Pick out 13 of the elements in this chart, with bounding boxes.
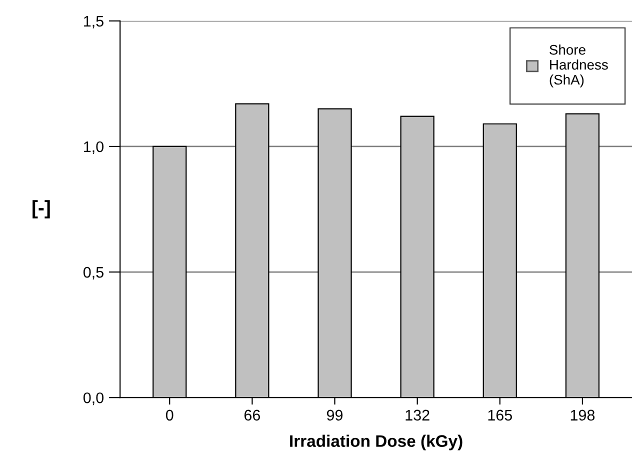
y-tick-label: 1,0	[84, 141, 104, 154]
x-tick-label: 132	[406, 410, 430, 421]
legend-label: Shore Hardness (ShA)	[550, 44, 608, 88]
x-tick-label: 66	[244, 410, 260, 421]
x-tick-label: 198	[570, 410, 595, 421]
y-axis-title: [-]	[32, 200, 50, 218]
x-tick-label: 165	[488, 410, 512, 421]
x-tick-label: 99	[326, 410, 343, 421]
x-tick-label: 0	[166, 410, 174, 421]
x-axis-title: Irradiation Dose (kGy)	[290, 434, 462, 450]
y-tick-label: 0,5	[83, 266, 104, 280]
y-tick-label: 1,5	[84, 16, 104, 28]
y-tick-label: 0,0	[83, 392, 104, 406]
